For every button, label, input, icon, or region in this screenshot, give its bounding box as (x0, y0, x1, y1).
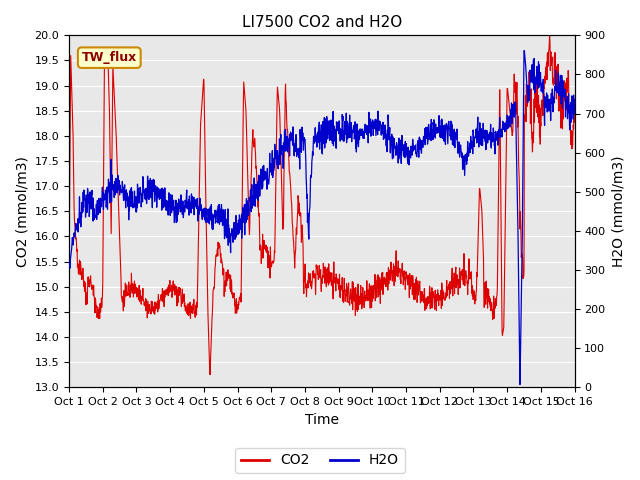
X-axis label: Time: Time (305, 413, 339, 427)
Legend: CO2, H2O: CO2, H2O (236, 448, 404, 473)
Text: TW_flux: TW_flux (82, 51, 137, 64)
Title: LI7500 CO2 and H2O: LI7500 CO2 and H2O (242, 15, 402, 30)
Y-axis label: H2O (mmol/m3): H2O (mmol/m3) (611, 156, 625, 267)
Y-axis label: CO2 (mmol/m3): CO2 (mmol/m3) (15, 156, 29, 267)
